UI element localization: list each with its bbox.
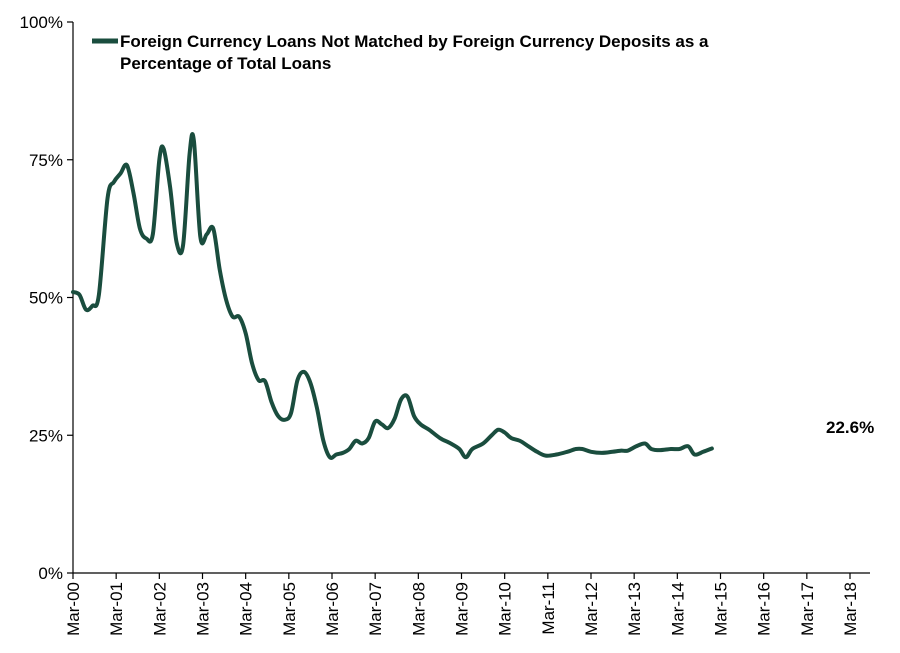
y-tick-label: 100% — [20, 13, 63, 32]
x-tick-label: Mar-04 — [237, 582, 256, 636]
x-tick-label: Mar-13 — [625, 582, 644, 636]
series-line — [71, 132, 714, 460]
x-tick-label: Mar-03 — [194, 582, 213, 636]
x-tick-label: Mar-06 — [323, 582, 342, 636]
x-tick-label: Mar-01 — [107, 582, 126, 636]
x-tick-label: Mar-12 — [582, 582, 601, 636]
legend-label: Foreign Currency Loans Not Matched by Fo… — [120, 32, 709, 73]
x-tick-label: Mar-10 — [496, 582, 515, 636]
x-tick-label: Mar-07 — [366, 582, 385, 636]
x-tick-label: Mar-11 — [539, 582, 558, 635]
x-tick-label: Mar-18 — [841, 582, 860, 636]
x-tick-label: Mar-14 — [668, 582, 687, 636]
x-tick-label: Mar-17 — [798, 582, 817, 636]
legend: Foreign Currency Loans Not Matched by Fo… — [92, 32, 709, 73]
y-tick-label: 25% — [29, 426, 63, 445]
annotation: 22.6% — [826, 418, 874, 437]
y-tick-label: 0% — [38, 564, 63, 583]
x-tick-label: Mar-00 — [64, 582, 83, 636]
y-tick-label: 50% — [29, 289, 63, 308]
x-tick-label: Mar-15 — [712, 582, 731, 636]
x-tick-label: Mar-05 — [280, 582, 299, 636]
x-tick-label: Mar-16 — [755, 582, 774, 636]
x-tick-label: Mar-09 — [453, 582, 472, 636]
series-group — [71, 132, 714, 460]
end-value-label: 22.6% — [826, 418, 874, 437]
y-axis: 0% 25% 50% 75% 100% — [20, 13, 74, 583]
y-tick-label: 75% — [29, 151, 63, 170]
x-tick-label: Mar-08 — [409, 582, 428, 636]
x-tick-label: Mar-02 — [150, 582, 169, 636]
x-axis: Mar-00 Mar-01 Mar-02 Mar-03 Mar-04 Mar-05 Mar-… — [64, 572, 870, 636]
